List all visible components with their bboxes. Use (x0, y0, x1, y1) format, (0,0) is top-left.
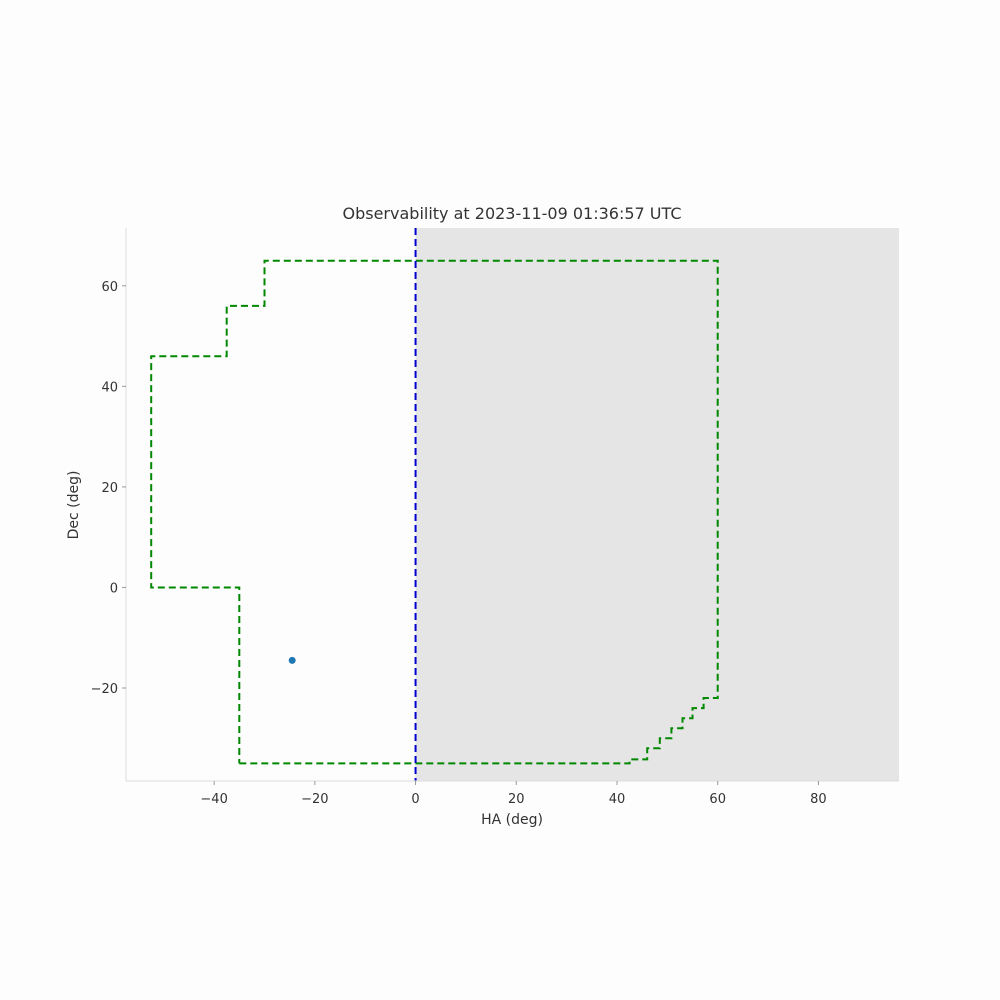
chart-title: Observability at 2023-11-09 01:36:57 UTC (343, 204, 682, 223)
x-tick-label: 0 (411, 792, 419, 807)
shaded-region (415, 228, 899, 781)
data-point (288, 656, 296, 664)
x-tick-label: −40 (200, 792, 227, 807)
y-tick-label: 60 (101, 280, 118, 295)
y-tick-label: 20 (101, 481, 118, 496)
boundary-line (150, 259, 719, 765)
x-tick-label: 40 (609, 792, 626, 807)
x-tick-label: 60 (709, 792, 726, 807)
plot-area (150, 228, 899, 781)
x-axis-label: HA (deg) (481, 812, 543, 828)
y-tick-label: 40 (101, 380, 118, 395)
x-tick-label: 20 (508, 792, 525, 807)
y-axis-label: Dec (deg) (66, 471, 82, 540)
y-tick-label: 0 (110, 581, 118, 596)
y-tick-label: −20 (91, 682, 118, 697)
axes: −40 −20 0 20 40 60 80 −20 0 20 40 60 (91, 228, 899, 807)
x-tick-label: 80 (810, 792, 827, 807)
x-tick-label: −20 (301, 792, 328, 807)
